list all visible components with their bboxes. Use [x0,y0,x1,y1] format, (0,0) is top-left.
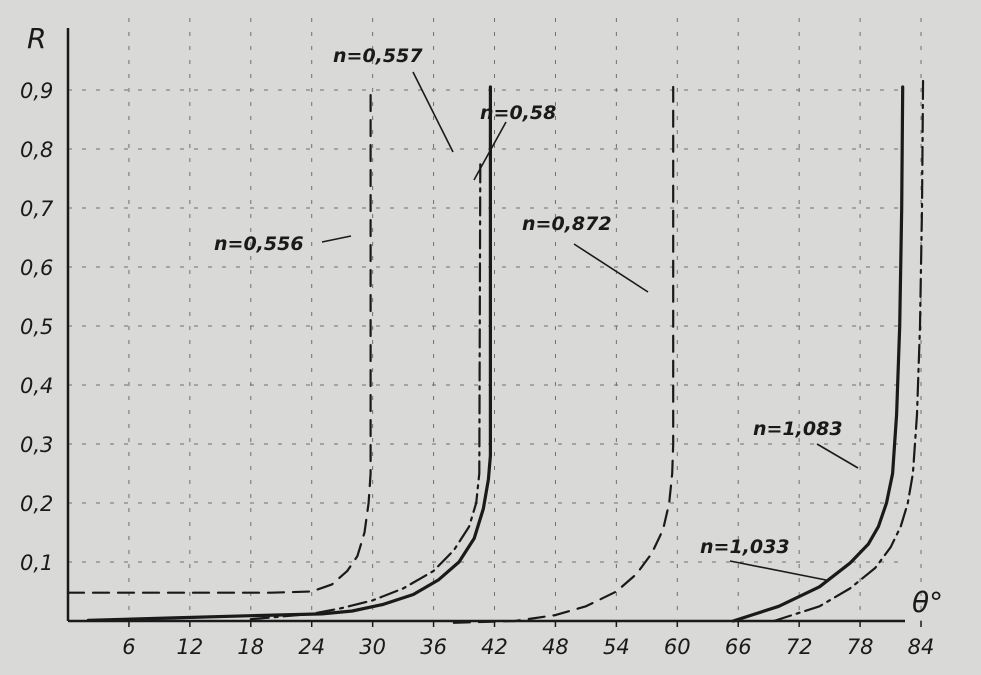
y-tick-label: 0,9 [20,79,53,103]
annotation-leader [321,235,352,243]
series-line-n-1-033 [731,85,905,623]
grid [68,18,922,621]
y-tick-labels: 0,1 0,2 0,3 0,4 0,5 0,6 0,7 0,8 0,9 [20,79,54,575]
y-tick-label: 0,4 [20,374,53,398]
annotation-leader [473,121,507,181]
annotation-label: n=0,556 [214,233,304,255]
annotation-leader [412,71,454,153]
x-tick-label: 18 [237,635,264,659]
x-axis-label: θ° [912,586,943,619]
x-tick-labels: 6 12 18 24 30 36 42 48 54 60 66 72 78 84 [122,621,934,659]
x-tick-label: 84 [908,635,935,659]
annotations: n=0,556 n=0,557 n=0,58 n=0,872 n=1,083 n=1,03… [214,45,859,581]
series-line-n-1-083 [772,74,925,623]
series-line-n-0-557 [249,159,482,621]
x-tick-label: 36 [420,635,447,659]
y-tick-label: 0,6 [20,256,53,280]
annotation-leader [816,443,859,469]
x-tick-label: 12 [176,635,203,659]
x-tick-label: 6 [122,635,135,659]
x-tick-label: 48 [542,635,569,659]
x-tick-label: 54 [603,635,630,659]
y-tick-label: 0,5 [20,315,53,339]
annotation-label: n=1,033 [700,536,790,558]
y-tick-label: 0,8 [20,138,53,162]
x-tick-label: 78 [847,635,874,659]
x-tick-label: 60 [664,635,691,659]
x-tick-label: 24 [298,635,325,659]
annotation-label: n=0,58 [480,102,556,124]
series-line-n-0-58 [86,85,492,622]
annotation-label: n=0,557 [333,45,423,67]
y-axis-label: R [27,22,46,55]
series-line-n-0-872 [452,85,675,624]
annotation-label: n=1,083 [753,418,843,440]
annotation-leader [729,560,827,581]
y-tick-label: 0,3 [20,433,53,457]
x-tick-label: 42 [481,635,508,659]
annotation-leader [573,243,649,293]
x-tick-label: 30 [359,635,386,659]
series [66,74,925,624]
x-tick-label: 66 [725,635,752,659]
y-tick-label: 0,7 [20,197,54,221]
series-line-n-0-556 [66,85,372,594]
annotation-label: n=0,872 [522,213,612,235]
y-tick-label: 0,2 [20,492,53,516]
x-tick-label: 72 [786,635,813,659]
y-tick-label: 0,1 [20,551,53,575]
